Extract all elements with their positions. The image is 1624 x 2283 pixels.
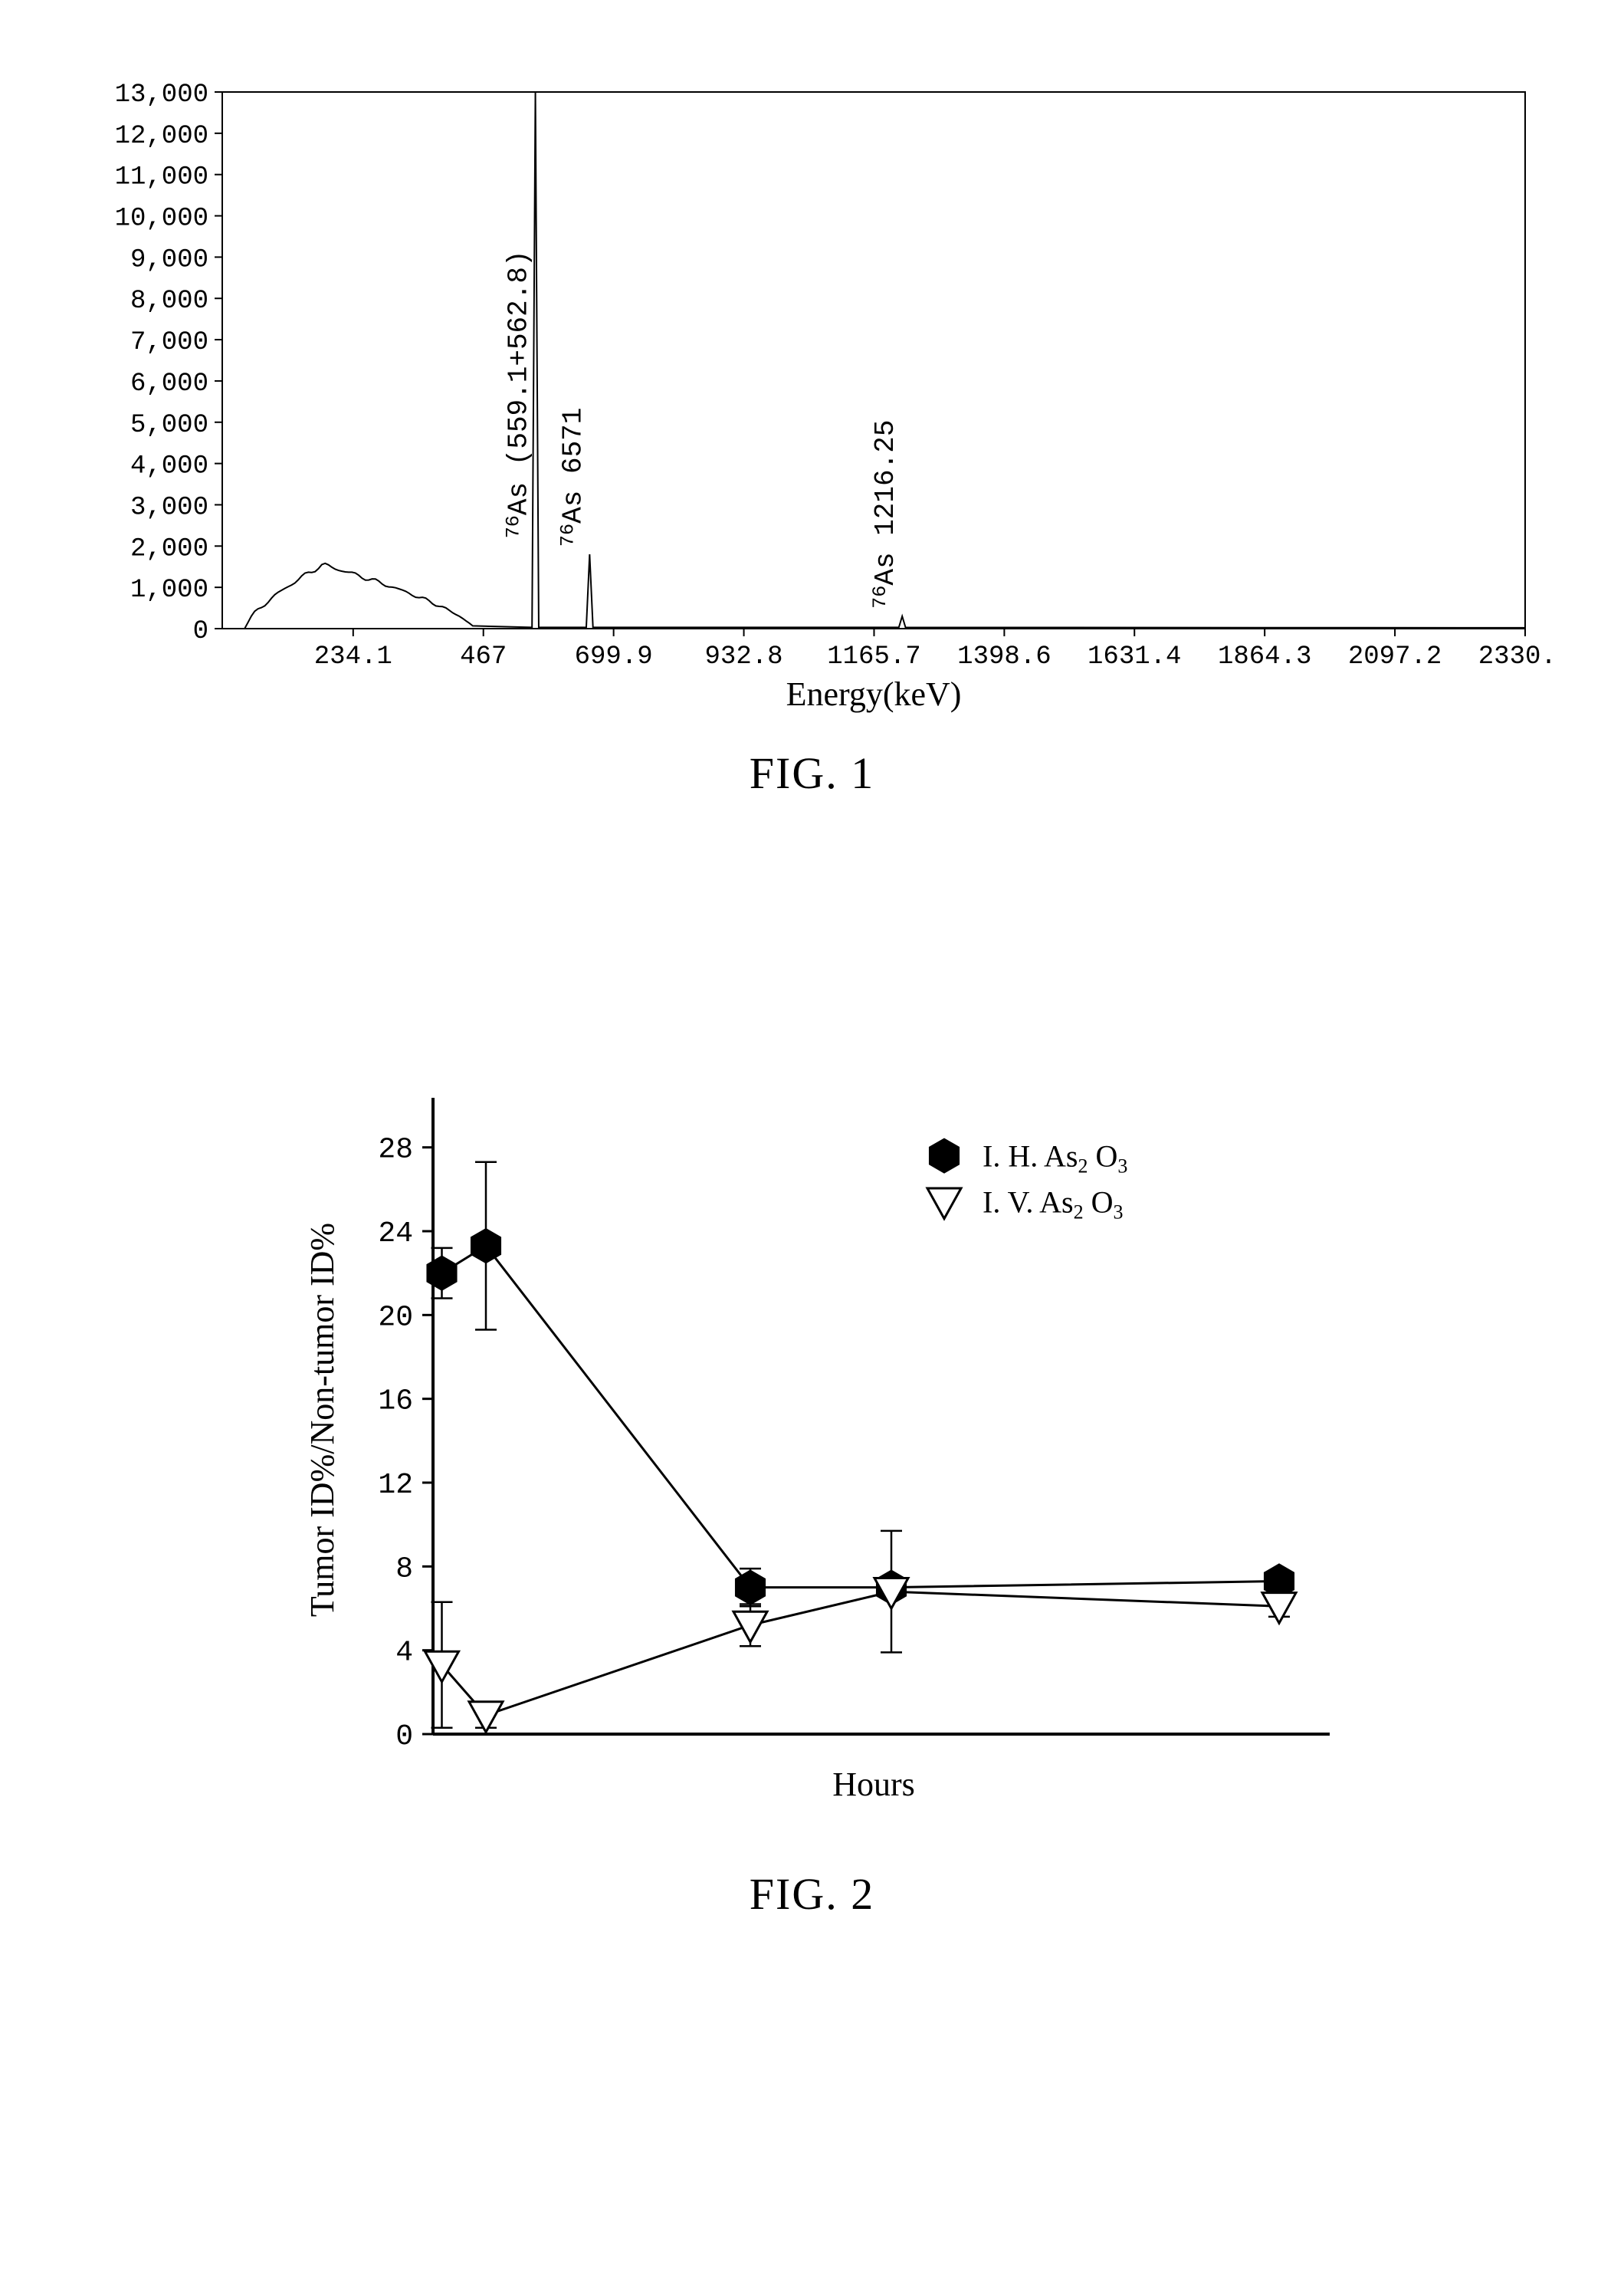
svg-text:1,000: 1,000 xyxy=(130,576,208,605)
svg-text:6,000: 6,000 xyxy=(130,370,208,399)
svg-text:13,000: 13,000 xyxy=(114,80,208,110)
svg-text:I. V. As2 O3: I. V. As2 O3 xyxy=(983,1185,1123,1224)
svg-text:76As (559.1+562.8): 76As (559.1+562.8) xyxy=(502,250,534,538)
svg-text:3,000: 3,000 xyxy=(130,493,208,522)
svg-text:1864.3: 1864.3 xyxy=(1217,642,1311,672)
svg-text:76As 6571: 76As 6571 xyxy=(556,408,589,547)
svg-text:467: 467 xyxy=(460,642,507,672)
svg-text:Energy(keV): Energy(keV) xyxy=(786,675,961,713)
svg-text:12,000: 12,000 xyxy=(114,122,208,151)
svg-text:0: 0 xyxy=(395,1720,413,1753)
svg-text:Hours: Hours xyxy=(832,1766,915,1803)
fig2-caption: FIG. 2 xyxy=(264,1868,1360,1920)
svg-text:20: 20 xyxy=(378,1301,413,1334)
svg-text:8,000: 8,000 xyxy=(130,287,208,316)
svg-text:5,000: 5,000 xyxy=(130,411,208,440)
svg-text:2,000: 2,000 xyxy=(130,534,208,563)
svg-text:Tumor ID%/Non-tumor ID%: Tumor ID%/Non-tumor ID% xyxy=(303,1223,341,1617)
svg-text:0: 0 xyxy=(192,617,208,646)
svg-text:7,000: 7,000 xyxy=(130,328,208,357)
svg-text:2330.1: 2330.1 xyxy=(1478,642,1555,672)
svg-text:76As 1216.25: 76As 1216.25 xyxy=(869,420,901,609)
svg-text:1165.7: 1165.7 xyxy=(827,642,920,672)
svg-text:11,000: 11,000 xyxy=(114,163,208,192)
svg-text:10,000: 10,000 xyxy=(114,205,208,234)
svg-text:4,000: 4,000 xyxy=(130,452,208,481)
svg-text:I. H. As2 O3: I. H. As2 O3 xyxy=(983,1139,1127,1178)
figure-1: 0 1,000 2,000 3,000 4,000 5,000 6,000 7,000 8,00… xyxy=(69,77,1556,799)
svg-text:24: 24 xyxy=(378,1217,413,1250)
svg-text:4: 4 xyxy=(395,1637,413,1670)
svg-text:12: 12 xyxy=(378,1469,413,1502)
svg-text:1398.6: 1398.6 xyxy=(957,642,1051,672)
svg-text:1631.4: 1631.4 xyxy=(1088,642,1181,672)
svg-text:8: 8 xyxy=(395,1552,413,1585)
svg-text:28: 28 xyxy=(378,1134,413,1167)
fig1-caption: FIG. 1 xyxy=(69,747,1556,799)
spectrum-chart: 0 1,000 2,000 3,000 4,000 5,000 6,000 7,000 8,00… xyxy=(69,77,1556,728)
figure-2: 0 4 8 12 16 20 24 28 Tumor ID%/Non-tumor ID% Hour… xyxy=(264,1075,1360,1920)
ratio-chart: 0 4 8 12 16 20 24 28 Tumor ID%/Non-tumor ID% Hour… xyxy=(264,1075,1360,1849)
svg-text:234.1: 234.1 xyxy=(313,642,392,672)
svg-text:16: 16 xyxy=(378,1385,413,1418)
svg-text:2097.2: 2097.2 xyxy=(1347,642,1441,672)
page-root: 0 1,000 2,000 3,000 4,000 5,000 6,000 7,000 8,00… xyxy=(31,31,1593,1920)
svg-text:932.8: 932.8 xyxy=(704,642,782,672)
svg-text:699.9: 699.9 xyxy=(574,642,652,672)
svg-text:9,000: 9,000 xyxy=(130,245,208,274)
